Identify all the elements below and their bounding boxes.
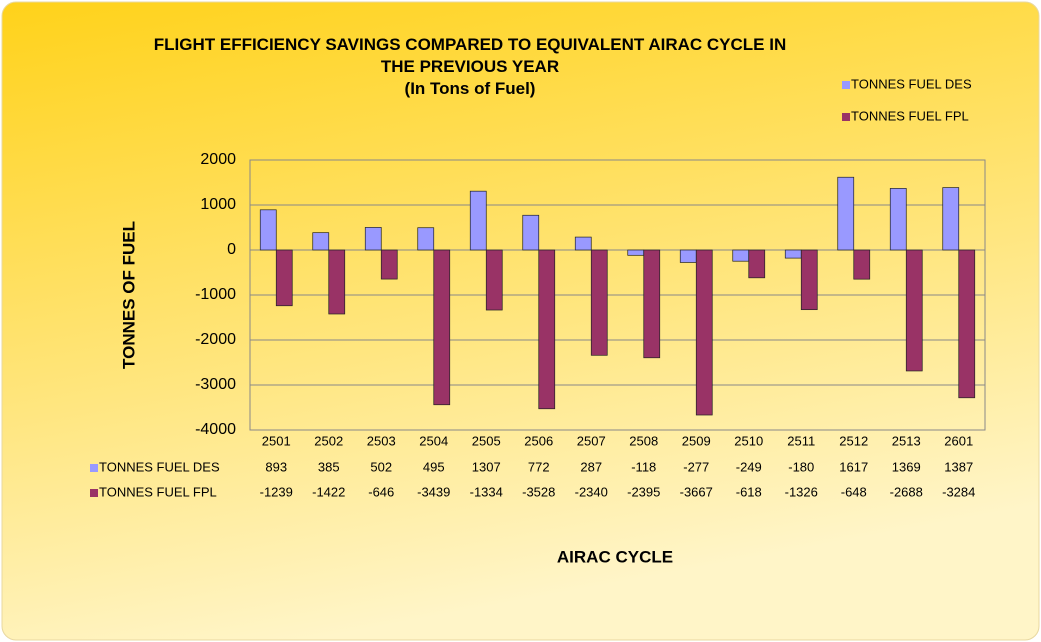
data-table-value: 495 <box>423 459 445 474</box>
data-table-value: -3667 <box>680 484 713 499</box>
bar <box>837 176 855 251</box>
bar <box>590 249 608 356</box>
x-tick-label: 2506 <box>524 433 553 448</box>
legend-swatch <box>842 113 850 121</box>
data-table-value: 502 <box>370 459 392 474</box>
bar <box>312 232 330 251</box>
data-table-value: -118 <box>631 459 656 474</box>
legend-label: TONNES FUEL DES <box>851 76 972 91</box>
data-table-value: 772 <box>528 459 550 474</box>
legend-label: TONNES FUEL FPL <box>851 108 969 123</box>
data-table-value: -2340 <box>575 484 608 499</box>
data-table-value: -249 <box>736 459 762 474</box>
data-table-value: 1307 <box>472 459 501 474</box>
x-tick-label: 2510 <box>734 433 763 448</box>
y-tick-label: -3000 <box>195 376 236 393</box>
y-tick-label: 1000 <box>200 196 236 213</box>
data-table-value: -1239 <box>260 484 293 499</box>
y-tick-label: -4000 <box>195 421 236 438</box>
bar <box>853 249 871 280</box>
table-legend-swatch <box>90 489 98 497</box>
data-table-value: -180 <box>788 459 814 474</box>
bar <box>732 249 750 262</box>
data-table-value: -1326 <box>785 484 818 499</box>
data-table-value: 893 <box>265 459 287 474</box>
x-tick-label: 2505 <box>472 433 501 448</box>
bar <box>958 249 976 399</box>
x-tick-label: 2509 <box>682 433 711 448</box>
data-table-value: 385 <box>318 459 340 474</box>
x-tick-label: 2508 <box>629 433 658 448</box>
bar <box>748 249 766 279</box>
x-tick-label: 2507 <box>577 433 606 448</box>
y-tick-label: 0 <box>227 241 236 258</box>
data-table-value: -648 <box>841 484 867 499</box>
chart-title: FLIGHT EFFICIENCY SAVINGS COMPARED TO EQ… <box>153 35 787 76</box>
bar <box>784 249 802 259</box>
data-table-value: 1387 <box>944 459 973 474</box>
data-table-value: -1334 <box>470 484 503 499</box>
legend-swatch <box>842 81 850 89</box>
y-tick-label: 2000 <box>200 151 236 168</box>
data-table-value: -3528 <box>522 484 555 499</box>
data-table-value: -646 <box>368 484 394 499</box>
bar <box>275 249 293 307</box>
bar <box>328 249 346 315</box>
table-series-name: TONNES FUEL DES <box>99 459 220 474</box>
x-tick-label: 2513 <box>892 433 921 448</box>
table-series-name: TONNES FUEL FPL <box>99 484 217 499</box>
x-tick-label: 2504 <box>419 433 448 448</box>
bar <box>259 209 277 251</box>
bar <box>433 249 451 406</box>
data-table-value: -277 <box>683 459 709 474</box>
x-tick-label: 2512 <box>839 433 868 448</box>
bar <box>364 227 382 251</box>
bar <box>522 214 540 251</box>
y-tick-label: -1000 <box>195 286 236 303</box>
table-legend-swatch <box>90 464 98 472</box>
data-table-value: -3439 <box>417 484 450 499</box>
bar <box>380 249 398 280</box>
bar <box>905 249 923 372</box>
bar <box>485 249 503 311</box>
bar <box>695 249 713 416</box>
bar <box>538 249 556 410</box>
bar <box>469 190 487 251</box>
x-axis-label: AIRAC CYCLE <box>557 547 673 566</box>
data-table-value: 1617 <box>839 459 868 474</box>
x-tick-label: 2511 <box>787 433 815 448</box>
bar <box>417 227 435 251</box>
data-table-value: 287 <box>580 459 602 474</box>
x-tick-label: 2601 <box>944 433 973 448</box>
x-tick-label: 2503 <box>367 433 396 448</box>
data-table-value: -618 <box>736 484 762 499</box>
bar <box>679 249 697 263</box>
x-tick-label: 2501 <box>262 433 291 448</box>
y-axis-label: TONNES OF FUEL <box>119 221 138 369</box>
bar <box>643 249 661 359</box>
data-table-value: -2395 <box>627 484 660 499</box>
y-tick-label: -2000 <box>195 331 236 348</box>
bar <box>627 249 645 256</box>
bar <box>889 188 907 251</box>
data-table-value: -1422 <box>312 484 345 499</box>
x-tick-label: 2502 <box>314 433 343 448</box>
bar <box>800 249 818 311</box>
data-table-value: -2688 <box>890 484 923 499</box>
chart-subtitle: (In Tons of Fuel) <box>404 79 536 98</box>
data-table-value: 1369 <box>892 459 921 474</box>
bar <box>942 187 960 251</box>
data-table-value: -3284 <box>942 484 975 499</box>
bar <box>574 236 592 251</box>
